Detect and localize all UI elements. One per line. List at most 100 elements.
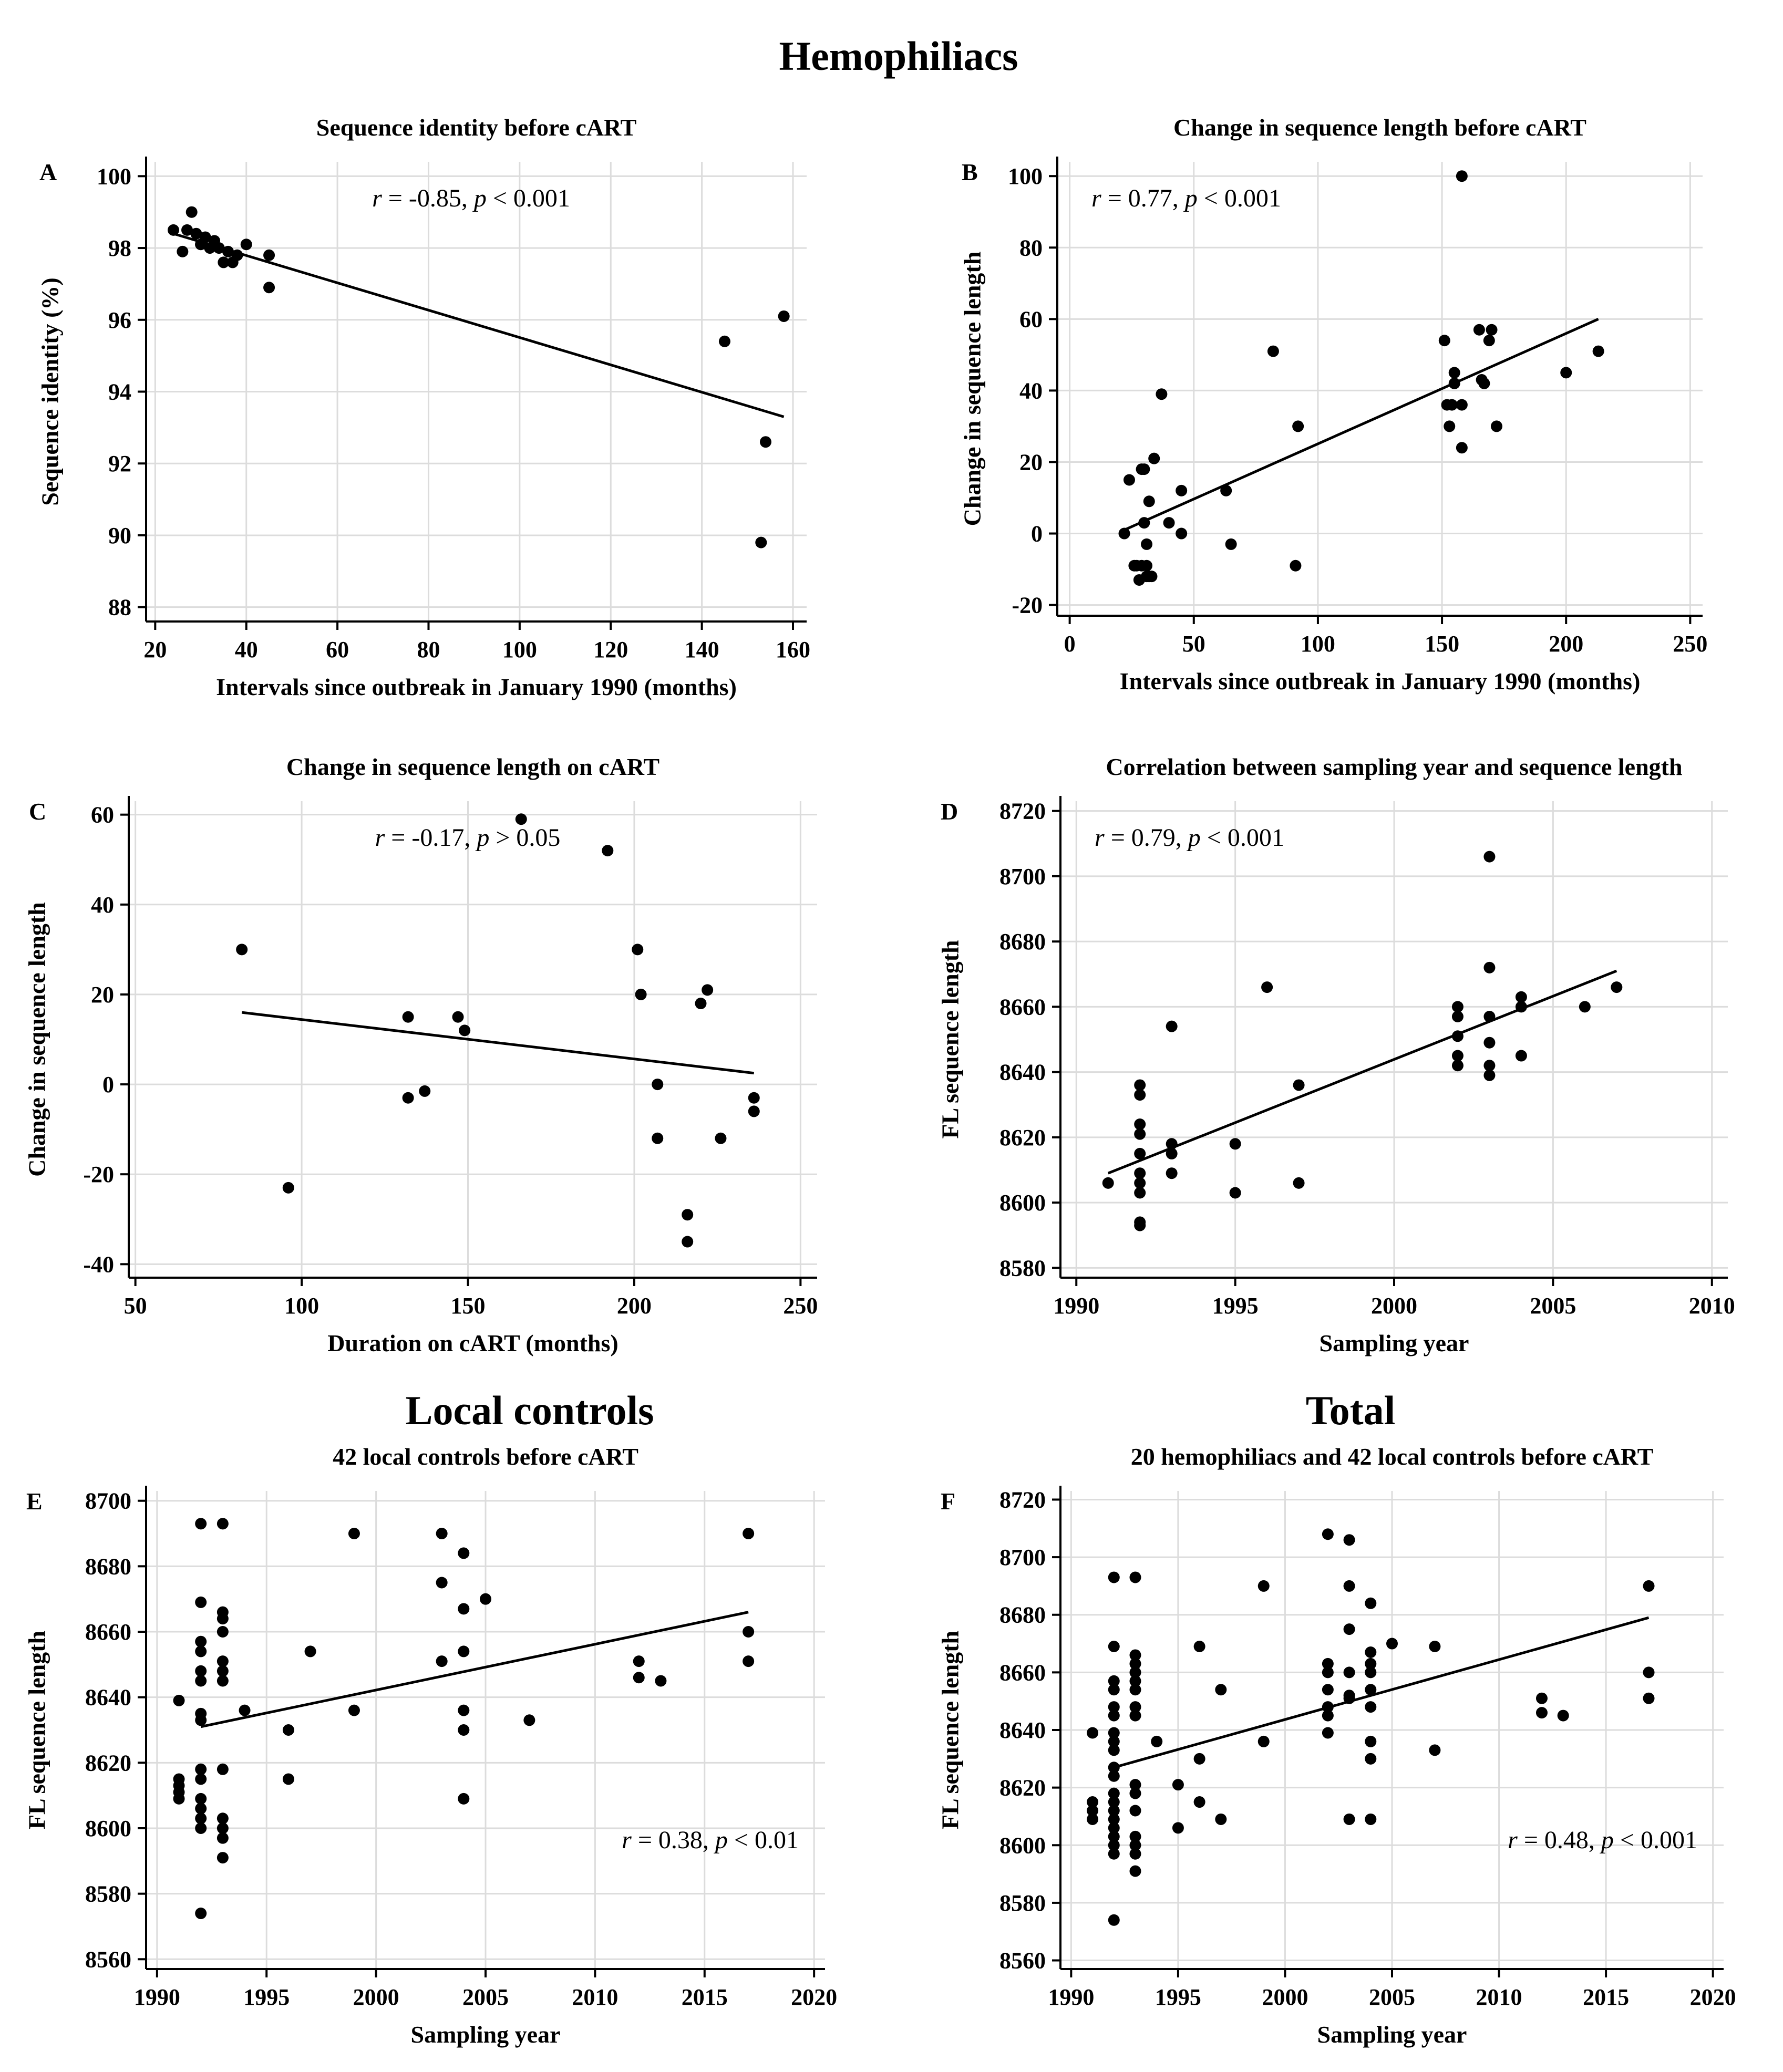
x-tick-label: 80 <box>417 637 440 662</box>
data-point <box>217 1518 229 1530</box>
data-point <box>402 1092 414 1104</box>
data-point <box>436 1577 448 1589</box>
data-point <box>1473 324 1485 336</box>
x-tick-label: 150 <box>1425 631 1459 657</box>
panel-letter: F <box>941 1488 955 1515</box>
data-point <box>1138 463 1150 475</box>
y-axis-label: Change in sequence length <box>959 252 986 526</box>
data-point <box>715 1132 727 1144</box>
x-tick-label: 200 <box>1549 631 1583 657</box>
data-point <box>1643 1666 1655 1679</box>
y-tick-label: 8560 <box>85 1946 131 1972</box>
correlation-annotation: r = -0.17, p > 0.05 <box>375 824 561 852</box>
y-tick-label: 8660 <box>85 1619 131 1645</box>
data-point <box>1134 1219 1146 1231</box>
data-point <box>1343 1813 1355 1825</box>
x-tick-label: 120 <box>593 637 628 662</box>
data-point <box>1429 1744 1441 1756</box>
data-point <box>1215 1813 1227 1825</box>
data-point <box>1123 474 1135 486</box>
x-tick-label: 2000 <box>1371 1293 1417 1319</box>
data-point <box>195 1802 207 1815</box>
data-point <box>1258 1735 1270 1747</box>
y-axis-label: FL sequence length <box>24 1631 50 1829</box>
x-tick-label: 60 <box>326 637 349 662</box>
data-point <box>682 1209 694 1221</box>
data-point <box>652 1132 664 1144</box>
data-point <box>1290 560 1302 572</box>
data-point <box>348 1704 360 1716</box>
panel-letter: D <box>941 798 958 825</box>
data-point <box>168 224 180 236</box>
data-point <box>1108 1813 1120 1825</box>
data-point <box>1134 1128 1146 1140</box>
data-point <box>181 224 193 236</box>
data-point <box>1451 1030 1463 1042</box>
p-text: < 0.001 <box>1198 184 1281 212</box>
data-point <box>1176 484 1188 496</box>
data-point <box>1483 1060 1496 1072</box>
chart-panel-a: 20 40 60 80 100 120 140 160 88 90 92 94 96 98 100 A Sequ… <box>37 114 810 700</box>
data-point <box>1220 484 1232 496</box>
y-tick-label: 8600 <box>999 1190 1046 1216</box>
x-axis-label: Sampling year <box>1320 1330 1469 1356</box>
data-point <box>1087 1805 1099 1817</box>
data-point <box>1448 367 1460 379</box>
data-point <box>195 1645 207 1657</box>
data-point <box>632 944 644 956</box>
data-point <box>1134 1167 1146 1179</box>
y-tick-label: 40 <box>1019 378 1043 403</box>
data-point <box>1322 1528 1334 1540</box>
data-point <box>1643 1692 1655 1704</box>
data-point <box>1343 1534 1355 1546</box>
data-point <box>1322 1684 1334 1696</box>
x-tick-label: 1995 <box>1155 1984 1201 2010</box>
data-point <box>1343 1666 1355 1679</box>
x-tick-label: 100 <box>502 637 537 662</box>
data-point <box>217 1665 229 1677</box>
data-point <box>1438 335 1450 347</box>
data-point <box>1172 1822 1184 1834</box>
y-tick-label: 98 <box>108 235 131 261</box>
r-label: r <box>1095 824 1105 852</box>
data-point <box>1292 420 1304 432</box>
data-point <box>199 231 211 243</box>
y-tick-label: 40 <box>91 892 114 918</box>
data-point <box>743 1626 755 1638</box>
data-point <box>304 1645 316 1657</box>
chart-title: 20 hemophiliacs and 42 local controls be… <box>1131 1443 1654 1470</box>
panel-letter: C <box>29 798 46 825</box>
y-tick-label: 60 <box>1019 306 1043 332</box>
r-label: r <box>1091 184 1101 212</box>
x-tick-label: 200 <box>617 1293 652 1319</box>
data-point <box>217 1852 229 1864</box>
data-point <box>1129 1865 1141 1877</box>
p-text: > 0.05 <box>489 824 560 852</box>
data-point <box>778 310 790 322</box>
x-tick-label: 250 <box>1673 631 1707 657</box>
data-point <box>177 245 189 257</box>
correlation-annotation: r = 0.79, p < 0.001 <box>1095 824 1284 852</box>
chart-panel-d: 1990 1995 2000 2005 2010 8580 8600 8620 8640 8660… <box>937 753 1735 1356</box>
data-point <box>1129 1666 1141 1679</box>
y-axis-label: FL sequence length <box>937 940 964 1138</box>
data-point <box>1129 1701 1141 1713</box>
data-point <box>195 1714 207 1726</box>
data-point <box>1172 1779 1184 1791</box>
correlation-annotation: r = 0.48, p < 0.001 <box>1508 1826 1697 1854</box>
data-point <box>282 1773 294 1785</box>
correlation-annotation: r = -0.85, p < 0.001 <box>372 184 570 212</box>
data-point <box>1163 517 1175 529</box>
data-point <box>419 1085 431 1097</box>
data-point <box>1134 1187 1146 1199</box>
data-point <box>1108 1914 1120 1926</box>
data-point <box>682 1236 694 1248</box>
data-point <box>1108 1571 1120 1583</box>
data-point <box>1451 1001 1463 1013</box>
chart-title: Sequence identity before cART <box>316 114 637 141</box>
y-tick-label: 8660 <box>999 1660 1046 1685</box>
data-point <box>1108 1796 1120 1808</box>
data-point <box>1322 1727 1334 1739</box>
data-point <box>1108 1735 1120 1747</box>
